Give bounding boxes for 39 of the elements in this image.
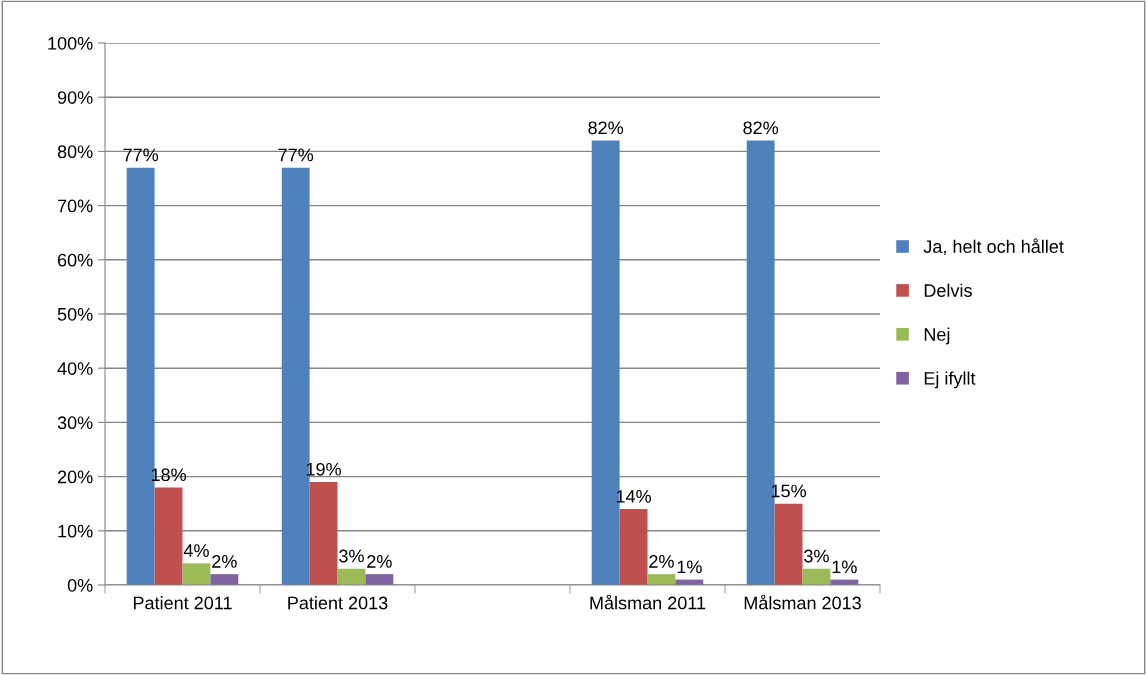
- bar: [802, 568, 831, 585]
- data-label: 1%: [677, 560, 702, 574]
- bar: [365, 574, 394, 585]
- x-tick-label: Målsman 2011: [590, 594, 706, 610]
- data-label: 3%: [804, 549, 829, 563]
- data-label: 2%: [367, 555, 392, 568]
- y-tick-label: 100%: [48, 36, 93, 50]
- legend-label: Ej ifyllt: [924, 371, 976, 389]
- data-label: 2%: [212, 555, 237, 568]
- y-tick-label: 80%: [57, 145, 93, 159]
- y-tick-label: 0%: [67, 578, 93, 592]
- data-label: 82%: [743, 121, 779, 135]
- bar: [154, 487, 183, 585]
- legend-label: Ja, helt och hållet: [923, 238, 1064, 256]
- y-tick-label: 10%: [58, 524, 93, 538]
- data-label: 3%: [339, 549, 364, 563]
- data-label: 77%: [278, 148, 314, 162]
- y-tick-label: 50%: [57, 307, 93, 321]
- bar: [210, 574, 239, 585]
- y-tick-label: 40%: [57, 362, 93, 375]
- x-tick-label: Målsman 2013: [744, 594, 861, 610]
- legend-label: Delvis: [924, 283, 972, 297]
- x-tick-label: Patient 2011: [133, 596, 232, 610]
- x-tick-label: Patient 2013: [288, 596, 388, 610]
- data-label: 4%: [183, 544, 209, 557]
- y-tick-label: 30%: [57, 416, 93, 430]
- bar: [309, 482, 338, 585]
- bar: [182, 563, 211, 585]
- bar: [774, 503, 803, 585]
- y-tick-label: 90%: [57, 91, 93, 104]
- y-tick-label: 20%: [57, 470, 93, 484]
- data-label: 77%: [123, 148, 159, 162]
- legend-label: Nej: [924, 327, 950, 345]
- data-label: 2%: [649, 555, 674, 568]
- y-tick-label: 60%: [57, 253, 93, 267]
- bar: [619, 509, 648, 585]
- data-label: 1%: [832, 560, 857, 574]
- data-label: 82%: [588, 121, 624, 135]
- y-tick-label: 70%: [57, 199, 93, 213]
